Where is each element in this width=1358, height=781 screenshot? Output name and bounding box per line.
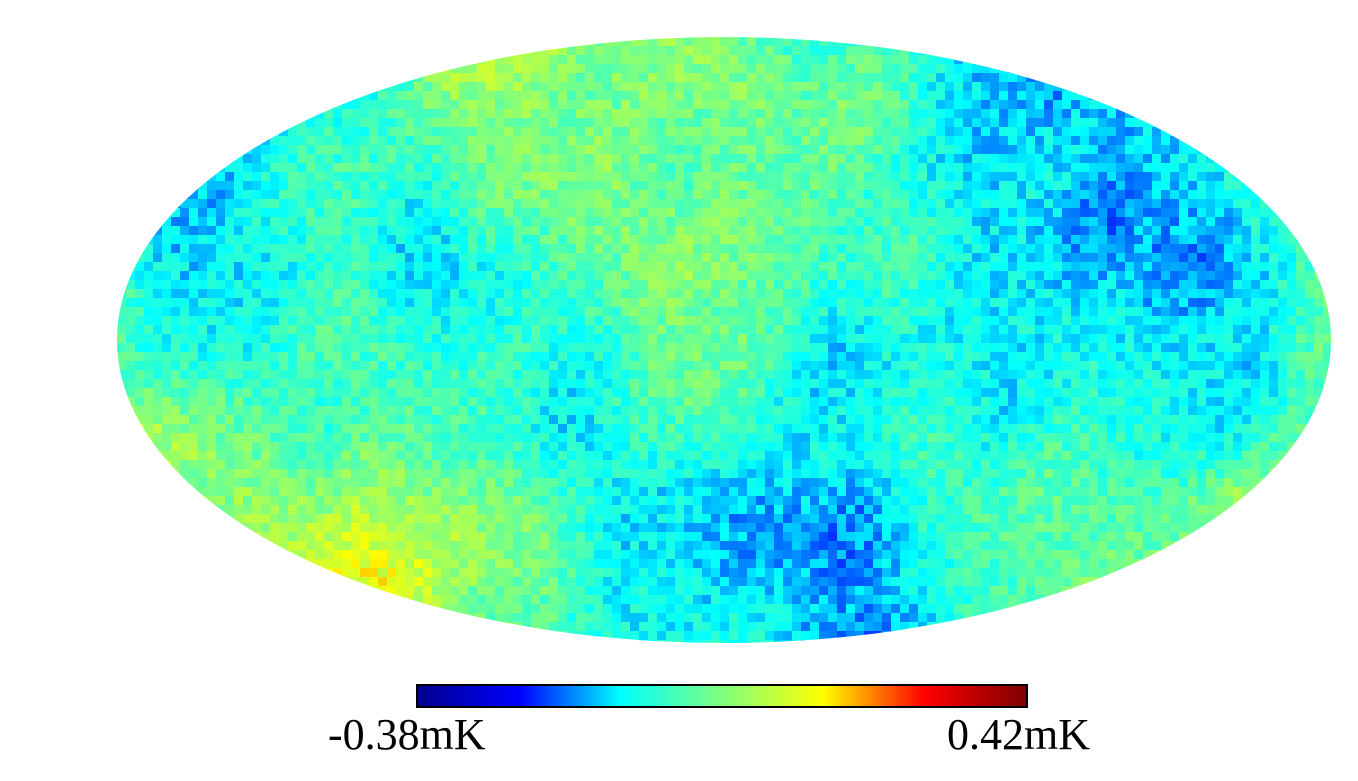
temperature-field <box>117 37 1331 643</box>
colorbar <box>416 684 1028 708</box>
colorbar-min-label: -0.38mK <box>328 710 486 759</box>
colorbar-max-label: 0.42mK <box>947 710 1090 759</box>
sky-map-mollweide <box>117 37 1331 643</box>
